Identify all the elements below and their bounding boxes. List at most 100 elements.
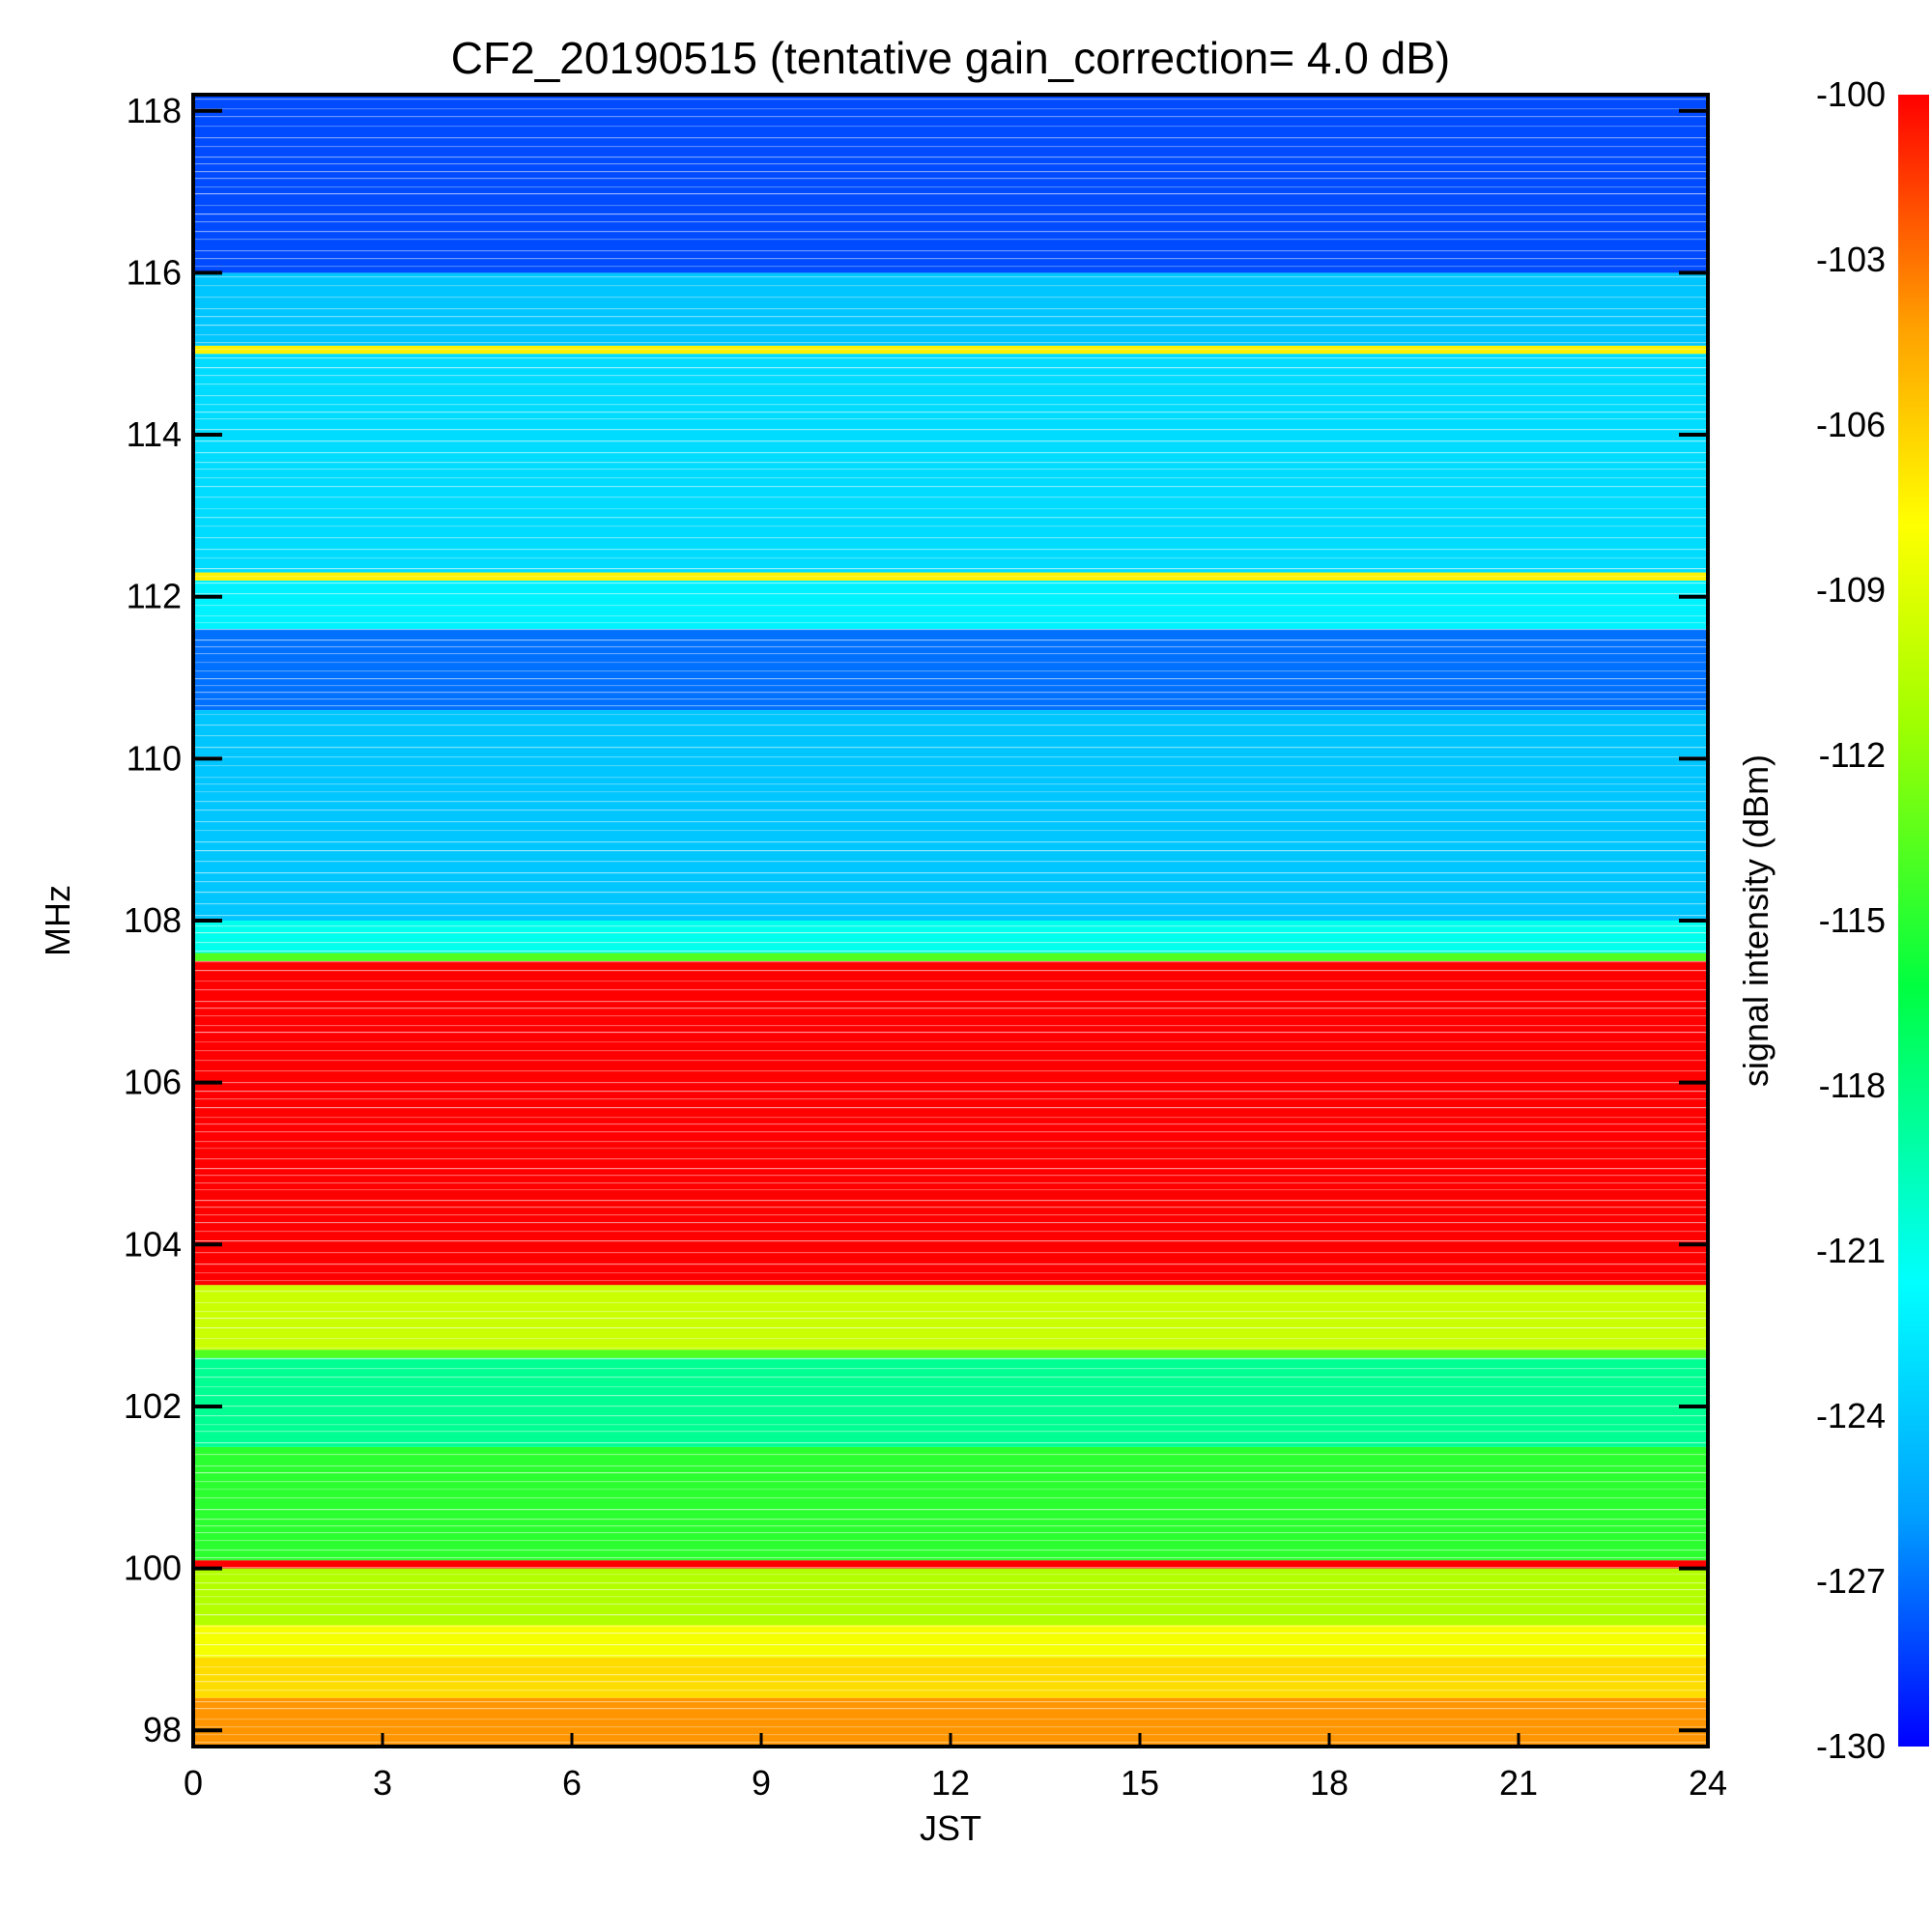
channel-line [193,285,1708,287]
channel-line [193,508,1708,510]
channel-line [193,1626,1708,1628]
frequency-band-15 [193,572,1708,581]
frequency-band-16 [193,354,1708,573]
x-tick-label: 0 [184,1763,203,1803]
channel-line [193,477,1708,479]
channel-line [193,1082,1708,1084]
channel-line [193,989,1708,991]
channel-line [193,316,1708,318]
frequency-band-13 [193,629,1708,711]
channel-line [193,1231,1708,1233]
frequency-band-12 [193,710,1708,921]
channel-line [193,605,1708,607]
channel-line [193,1472,1708,1474]
channel-line [193,357,1708,359]
channel-line [193,1614,1708,1616]
channel-line [193,1141,1708,1143]
channel-line [193,1574,1708,1576]
channel-line [193,1131,1708,1133]
channel-line [193,1701,1708,1703]
channel-line [193,1549,1708,1551]
channel-line [193,872,1708,874]
channel-line [193,1726,1708,1728]
channel-line [193,297,1708,298]
channel-line [193,266,1708,268]
channel-line [193,1644,1708,1646]
channel-line [193,861,1708,863]
colorbar-ticks: -100 -103 -106 -109 -112 -115 -118 -121 -124 -127… [1816,74,1886,1766]
channel-line [193,517,1708,519]
channel-line [193,747,1708,749]
channel-line [193,1532,1708,1534]
channel-line [193,1032,1708,1034]
channel-line [193,593,1708,595]
channel-line [193,705,1708,707]
y-tick-label: 98 [143,1710,182,1749]
y-tick-label: 102 [124,1386,182,1426]
channel-line [193,1148,1708,1150]
channel-line [193,1666,1708,1668]
channel-line [193,582,1708,584]
channel-line [193,1540,1708,1542]
channel-line [193,239,1708,241]
channel-line [193,1318,1708,1320]
frequency-band-17 [193,345,1708,355]
x-tick-label: 24 [1689,1763,1727,1803]
channel-line [193,801,1708,803]
channel-line [193,1302,1708,1304]
x-tick-label: 3 [373,1763,392,1803]
channel-line [193,714,1708,716]
channel-line [193,452,1708,454]
channel-line [193,961,1708,963]
colorbar-tick-label: -130 [1816,1726,1886,1766]
channel-line [193,942,1708,944]
channel-line [193,163,1708,165]
colorbar-tick-label: -100 [1816,74,1886,114]
channel-line [193,915,1708,917]
channel-line [193,156,1708,158]
channel-line [193,1368,1708,1370]
frequency-band-9 [193,960,1708,1286]
channel-line [193,1117,1708,1119]
y-tick-label: 100 [124,1548,182,1588]
channel-line [193,375,1708,377]
channel-line [193,462,1708,464]
channel-line [193,418,1708,420]
channel-line [193,404,1708,406]
channel-line [193,622,1708,624]
channel-line [193,342,1708,344]
channel-line [193,1175,1708,1177]
frequency-band-1 [193,1657,1708,1698]
channel-line [193,171,1708,173]
frequency-band-4 [193,1560,1708,1569]
channel-line [193,1582,1708,1584]
channel-line [193,1589,1708,1591]
channel-line [193,1525,1708,1527]
frequency-band-6 [193,1357,1708,1447]
channel-line [193,193,1708,195]
channel-line [193,1358,1708,1360]
channel-line [193,850,1708,852]
y-tick-label: 114 [127,414,182,454]
channel-line [193,549,1708,551]
channel-line [193,1252,1708,1254]
channel-line [193,932,1708,934]
x-tick-label: 15 [1121,1763,1159,1803]
channel-line [193,1386,1708,1388]
channel-line [193,1557,1708,1559]
channel-line [193,1509,1708,1511]
channel-line [193,1481,1708,1483]
channel-line [193,629,1708,631]
channel-line [193,1454,1708,1456]
channel-line [193,1674,1708,1676]
channel-line [193,1008,1708,1009]
channel-line [193,951,1708,952]
frequency-band-19 [193,95,1708,273]
channel-line [193,213,1708,215]
spectral-line-texture [193,99,1708,1744]
channel-line [193,108,1708,110]
channel-line [193,1240,1708,1242]
frequency-band-14 [193,580,1708,630]
channel-line [193,250,1708,252]
colorbar [1898,95,1929,1747]
